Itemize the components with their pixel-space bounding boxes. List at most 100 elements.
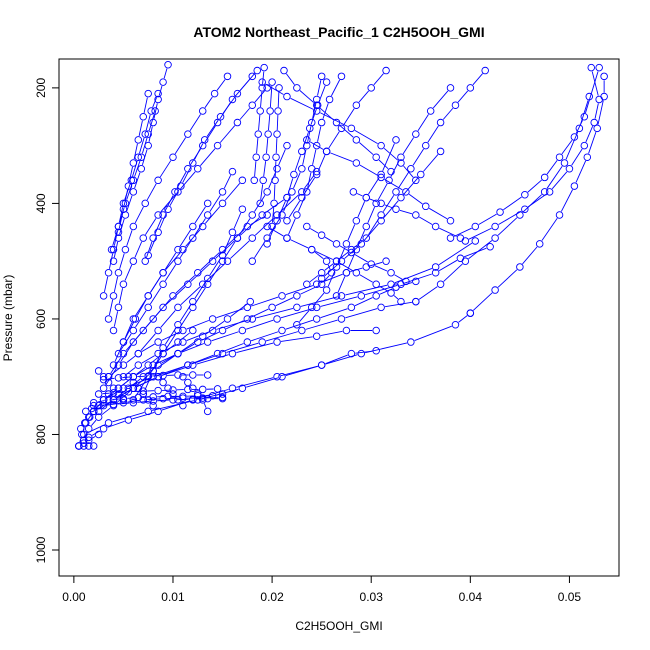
data-point [179,326,187,335]
data-point [137,164,146,173]
y-tick-label: 1000 [34,536,48,563]
data-point [233,118,242,127]
data-point [169,396,177,404]
data-point [347,124,356,133]
data-point [119,349,128,358]
series-segment [206,119,219,137]
data-point [317,268,326,277]
series-segment [288,200,301,218]
x-tick-label: 0.05 [558,590,582,604]
data-point [312,170,321,179]
series-segment [196,354,229,365]
data-point [407,164,415,173]
data-point [382,66,390,75]
data-point [471,237,480,245]
data-point [570,182,579,190]
series-segment [113,276,119,293]
profile-series-33 [283,72,346,242]
series-segment [324,263,334,271]
data-point [451,320,460,329]
series-segment [317,126,322,142]
data-point [456,234,465,242]
series-segment [363,223,379,242]
data-point [129,326,138,335]
series-segment [189,114,201,131]
profile-series-7 [109,245,336,404]
data-point [412,211,420,219]
data-point [317,274,326,283]
data-point [322,257,331,265]
series-segment [427,125,439,143]
series-segment [159,212,167,229]
data-point [298,193,306,202]
data-point [342,240,351,248]
data-point [521,190,529,199]
data-point [228,167,237,176]
data-point [144,89,152,98]
data-point [283,141,291,150]
data-point [129,338,138,346]
series-segment [104,276,109,293]
data-point [154,95,162,104]
series-segment [205,263,225,282]
series-segment [110,356,122,374]
data-point [228,384,237,393]
data-point [392,188,400,196]
data-point [174,303,182,312]
series-segment [124,322,134,339]
profile-series-18 [104,193,291,381]
data-point [560,159,569,167]
series-segment [181,343,205,353]
data-point [303,188,311,196]
data-point [104,419,113,427]
profile-series-60 [154,372,187,410]
data-point [421,141,430,150]
series-segment [357,230,366,247]
data-point [555,211,564,219]
series-segment [325,354,348,365]
series-segment [310,108,317,125]
series-segment [164,327,177,345]
data-point [250,176,259,185]
data-point [154,338,162,346]
data-point [397,193,405,202]
data-point [243,303,252,312]
series-segment [378,159,389,170]
series-segment [290,239,309,249]
series-segment [138,120,143,137]
data-point [213,141,222,150]
data-point [144,130,152,138]
data-point [516,263,524,271]
data-point [109,257,118,265]
series-segment [134,241,143,258]
profile-series-28 [248,72,326,265]
data-point [94,430,103,439]
series-segment [204,206,221,224]
profile-series-34 [283,66,390,225]
data-point [94,367,103,375]
series-segment [239,107,251,120]
series-segment [330,152,353,162]
data-point [372,326,380,335]
data-point [583,153,592,161]
data-point [169,292,177,300]
data-point [258,84,266,92]
series-segment [194,218,206,235]
data-point [436,280,445,289]
data-point [270,199,278,208]
data-point [154,349,162,358]
series-segment [105,368,117,386]
series-segment [134,160,141,177]
data-point [362,234,371,242]
data-point [94,390,103,398]
data-point [174,396,182,404]
data-point [114,222,123,231]
data-point [243,315,252,323]
data-point [208,257,217,265]
data-point [147,107,155,115]
series-segment [299,310,310,322]
data-point [486,242,494,251]
data-point [252,153,260,161]
data-point [144,251,152,260]
series-segment [239,73,255,91]
